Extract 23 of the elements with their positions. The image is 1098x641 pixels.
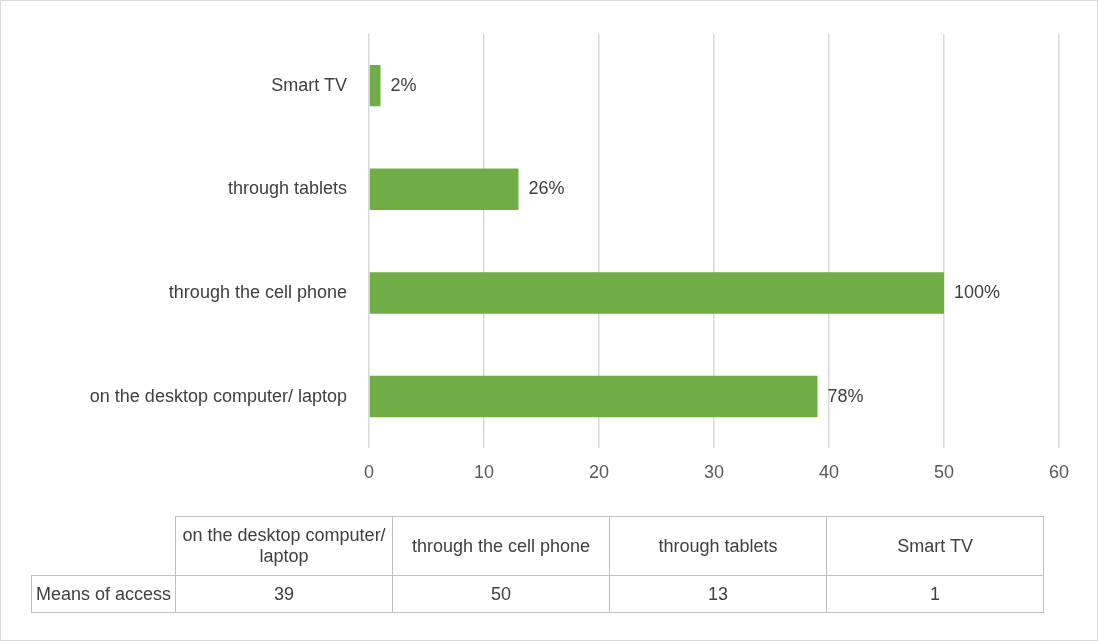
- x-tick-label: 10: [473, 462, 495, 483]
- text: 50: [392, 575, 610, 613]
- category-label: through tablets: [658, 535, 778, 556]
- annotation: 2%: [390, 74, 417, 95]
- y-tick-label: on the desktop computer/ laptop: [89, 385, 347, 406]
- y-tick-label: Smart TV: [271, 74, 347, 95]
- text: 1: [826, 575, 1044, 613]
- x-tick-label: 20: [588, 462, 610, 483]
- category-label: Smart TV: [897, 535, 973, 556]
- text: 13: [609, 575, 827, 613]
- annotation: 78%: [827, 385, 864, 406]
- annotation: 100%: [954, 281, 1001, 302]
- text: 39: [175, 575, 393, 613]
- x-tick-label: 30: [703, 462, 725, 483]
- y-tick-label: through tablets: [227, 178, 347, 199]
- x-tick-label: 60: [1048, 462, 1070, 483]
- category-label: through the cell phone: [411, 535, 591, 556]
- x-tick-label: 50: [933, 462, 955, 483]
- annotation: 26%: [528, 178, 565, 199]
- text: Means of access: [31, 575, 176, 613]
- x-tick-label: 0: [363, 462, 375, 483]
- x-tick-label: 40: [818, 462, 840, 483]
- y-tick-label: through the cell phone: [168, 281, 347, 302]
